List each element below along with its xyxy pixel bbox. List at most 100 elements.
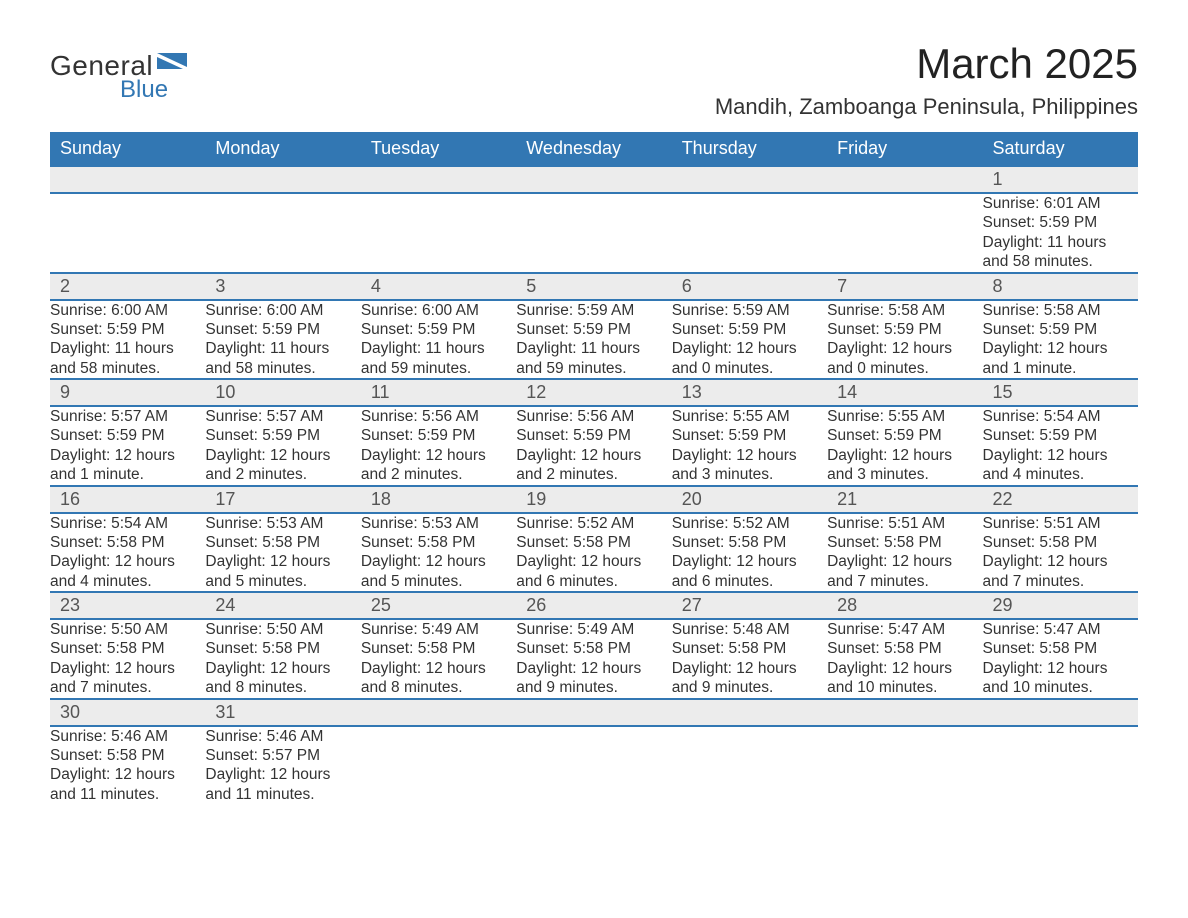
detail-daylight1: Daylight: 12 hours	[827, 446, 982, 465]
calendar-day-cell: 1	[983, 166, 1138, 193]
detail-daylight1: Daylight: 12 hours	[983, 659, 1138, 678]
calendar-column-header: Monday	[205, 132, 360, 166]
calendar-day-cell: 6	[672, 273, 827, 300]
detail-sunrise: Sunrise: 5:56 AM	[361, 407, 516, 426]
day-number: 27	[672, 593, 827, 618]
calendar-detail-cell	[672, 193, 827, 273]
day-number: 25	[361, 593, 516, 618]
day-number: 1	[983, 167, 1138, 192]
detail-daylight1: Daylight: 12 hours	[983, 552, 1138, 571]
detail-sunrise: Sunrise: 5:53 AM	[205, 514, 360, 533]
calendar-details-row: Sunrise: 5:46 AMSunset: 5:58 PMDaylight:…	[50, 726, 1138, 805]
detail-daylight2: and 3 minutes.	[672, 465, 827, 484]
day-number: 28	[827, 593, 982, 618]
detail-sunrise: Sunrise: 5:55 AM	[672, 407, 827, 426]
day-number	[672, 700, 827, 725]
calendar-detail-cell: Sunrise: 6:00 AMSunset: 5:59 PMDaylight:…	[205, 300, 360, 380]
page-title: March 2025	[715, 40, 1138, 88]
detail-daylight1: Daylight: 12 hours	[361, 552, 516, 571]
day-number: 18	[361, 487, 516, 512]
day-number: 24	[205, 593, 360, 618]
calendar-detail-cell: Sunrise: 5:55 AMSunset: 5:59 PMDaylight:…	[827, 406, 982, 486]
day-number	[827, 700, 982, 725]
detail-sunrise: Sunrise: 6:00 AM	[361, 301, 516, 320]
detail-sunrise: Sunrise: 5:50 AM	[50, 620, 205, 639]
day-number: 30	[50, 700, 205, 725]
calendar-day-cell: 13	[672, 379, 827, 406]
day-number	[983, 700, 1138, 725]
detail-daylight1: Daylight: 12 hours	[205, 446, 360, 465]
calendar-detail-cell: Sunrise: 5:53 AMSunset: 5:58 PMDaylight:…	[361, 513, 516, 593]
detail-sunrise: Sunrise: 6:01 AM	[983, 194, 1138, 213]
calendar-day-cell: 20	[672, 486, 827, 513]
detail-sunset: Sunset: 5:58 PM	[672, 639, 827, 658]
calendar-day-cell: 23	[50, 592, 205, 619]
detail-daylight1: Daylight: 12 hours	[205, 659, 360, 678]
day-number	[361, 700, 516, 725]
calendar-column-header: Sunday	[50, 132, 205, 166]
calendar-details-row: Sunrise: 6:01 AMSunset: 5:59 PMDaylight:…	[50, 193, 1138, 273]
detail-sunrise: Sunrise: 5:46 AM	[205, 727, 360, 746]
detail-daylight2: and 8 minutes.	[205, 678, 360, 697]
calendar-column-header: Wednesday	[516, 132, 671, 166]
detail-sunrise: Sunrise: 5:58 AM	[983, 301, 1138, 320]
detail-sunset: Sunset: 5:58 PM	[50, 746, 205, 765]
detail-daylight2: and 10 minutes.	[983, 678, 1138, 697]
detail-sunset: Sunset: 5:59 PM	[827, 320, 982, 339]
calendar-detail-cell: Sunrise: 5:56 AMSunset: 5:59 PMDaylight:…	[361, 406, 516, 486]
detail-daylight1: Daylight: 12 hours	[516, 552, 671, 571]
detail-sunset: Sunset: 5:59 PM	[361, 426, 516, 445]
detail-sunrise: Sunrise: 5:56 AM	[516, 407, 671, 426]
calendar-detail-cell: Sunrise: 5:47 AMSunset: 5:58 PMDaylight:…	[983, 619, 1138, 699]
calendar-day-cell: 17	[205, 486, 360, 513]
detail-sunrise: Sunrise: 5:52 AM	[672, 514, 827, 533]
calendar-daynum-row: 23242526272829	[50, 592, 1138, 619]
detail-daylight2: and 11 minutes.	[50, 785, 205, 804]
day-number: 3	[205, 274, 360, 299]
calendar-day-cell: 18	[361, 486, 516, 513]
calendar-day-cell: 14	[827, 379, 982, 406]
calendar-day-cell: 30	[50, 699, 205, 726]
calendar-daynum-row: 3031	[50, 699, 1138, 726]
detail-sunset: Sunset: 5:58 PM	[516, 639, 671, 658]
day-number: 29	[983, 593, 1138, 618]
calendar-detail-cell: Sunrise: 5:57 AMSunset: 5:59 PMDaylight:…	[205, 406, 360, 486]
calendar-column-header: Friday	[827, 132, 982, 166]
day-number	[516, 167, 671, 192]
calendar-detail-cell	[983, 726, 1138, 805]
calendar-day-cell: 2	[50, 273, 205, 300]
calendar-detail-cell	[50, 193, 205, 273]
detail-sunrise: Sunrise: 5:54 AM	[983, 407, 1138, 426]
detail-sunset: Sunset: 5:59 PM	[205, 426, 360, 445]
calendar-detail-cell	[827, 193, 982, 273]
detail-sunset: Sunset: 5:59 PM	[827, 426, 982, 445]
detail-sunset: Sunset: 5:58 PM	[361, 533, 516, 552]
detail-daylight2: and 8 minutes.	[361, 678, 516, 697]
calendar-detail-cell: Sunrise: 5:46 AMSunset: 5:57 PMDaylight:…	[205, 726, 360, 805]
detail-sunset: Sunset: 5:59 PM	[50, 320, 205, 339]
calendar-detail-cell: Sunrise: 5:48 AMSunset: 5:58 PMDaylight:…	[672, 619, 827, 699]
calendar-details-row: Sunrise: 5:57 AMSunset: 5:59 PMDaylight:…	[50, 406, 1138, 486]
detail-daylight1: Daylight: 12 hours	[983, 446, 1138, 465]
calendar-day-cell	[983, 699, 1138, 726]
calendar-detail-cell: Sunrise: 5:55 AMSunset: 5:59 PMDaylight:…	[672, 406, 827, 486]
calendar-day-cell: 3	[205, 273, 360, 300]
calendar-details-row: Sunrise: 6:00 AMSunset: 5:59 PMDaylight:…	[50, 300, 1138, 380]
detail-daylight2: and 10 minutes.	[827, 678, 982, 697]
detail-daylight1: Daylight: 12 hours	[205, 765, 360, 784]
detail-daylight1: Daylight: 12 hours	[516, 659, 671, 678]
calendar-day-cell: 9	[50, 379, 205, 406]
detail-sunset: Sunset: 5:58 PM	[205, 533, 360, 552]
calendar-detail-cell: Sunrise: 5:56 AMSunset: 5:59 PMDaylight:…	[516, 406, 671, 486]
day-number	[50, 167, 205, 192]
detail-daylight1: Daylight: 12 hours	[672, 552, 827, 571]
detail-sunrise: Sunrise: 6:00 AM	[205, 301, 360, 320]
day-number: 11	[361, 380, 516, 405]
detail-daylight1: Daylight: 11 hours	[205, 339, 360, 358]
detail-daylight2: and 2 minutes.	[361, 465, 516, 484]
detail-daylight1: Daylight: 12 hours	[827, 552, 982, 571]
calendar-day-cell: 16	[50, 486, 205, 513]
detail-daylight2: and 2 minutes.	[516, 465, 671, 484]
calendar-day-cell: 15	[983, 379, 1138, 406]
calendar-detail-cell: Sunrise: 5:51 AMSunset: 5:58 PMDaylight:…	[827, 513, 982, 593]
